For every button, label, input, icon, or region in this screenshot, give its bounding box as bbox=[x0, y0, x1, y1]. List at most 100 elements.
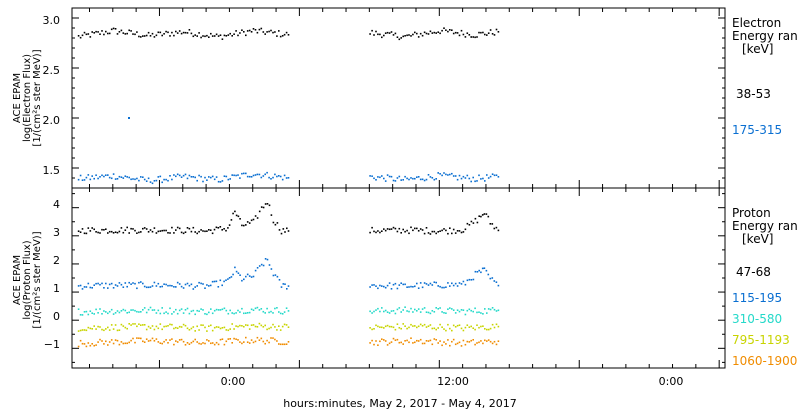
data-point bbox=[404, 35, 406, 37]
data-point bbox=[439, 285, 441, 288]
data-point bbox=[124, 33, 127, 35]
data-point bbox=[149, 286, 152, 288]
data-point bbox=[229, 338, 231, 340]
data-point bbox=[474, 217, 477, 220]
data-point bbox=[147, 177, 150, 180]
data-point bbox=[437, 308, 439, 310]
data-point bbox=[188, 284, 191, 287]
data-point bbox=[464, 283, 467, 286]
data-point bbox=[462, 339, 465, 342]
data-point bbox=[470, 325, 472, 328]
data-point bbox=[194, 176, 196, 179]
data-point bbox=[449, 307, 451, 309]
data-point bbox=[410, 307, 412, 310]
data-point bbox=[138, 337, 140, 339]
data-point bbox=[93, 228, 95, 231]
data-point bbox=[386, 284, 389, 287]
top-ylabel-line: ACE EPAM bbox=[12, 73, 23, 123]
data-point bbox=[254, 215, 257, 217]
data-point bbox=[381, 338, 383, 340]
data-point bbox=[192, 340, 195, 343]
data-point bbox=[278, 325, 280, 327]
data-point bbox=[186, 327, 189, 330]
data-point bbox=[128, 232, 130, 234]
data-point bbox=[225, 175, 228, 178]
data-point bbox=[487, 328, 490, 331]
data-point bbox=[118, 311, 121, 314]
data-point bbox=[421, 325, 424, 327]
data-point bbox=[429, 30, 432, 33]
data-point bbox=[132, 309, 134, 311]
data-point bbox=[167, 342, 169, 344]
data-point bbox=[480, 340, 482, 342]
data-point bbox=[396, 308, 399, 311]
data-point bbox=[260, 324, 263, 327]
data-point bbox=[429, 176, 432, 178]
series-38-53 bbox=[77, 27, 500, 41]
data-point bbox=[124, 342, 127, 345]
data-point bbox=[184, 173, 187, 176]
data-point bbox=[260, 176, 263, 179]
data-point bbox=[116, 178, 119, 180]
series-175-315 bbox=[77, 117, 500, 185]
data-point bbox=[108, 230, 111, 233]
data-point bbox=[136, 177, 138, 180]
data-point bbox=[208, 325, 210, 327]
data-point bbox=[279, 343, 282, 346]
data-point bbox=[122, 325, 125, 327]
data-point bbox=[155, 325, 158, 328]
data-point bbox=[392, 326, 395, 329]
data-point bbox=[89, 36, 92, 38]
data-point bbox=[229, 309, 231, 312]
data-point bbox=[225, 309, 228, 312]
data-point bbox=[285, 177, 288, 179]
data-point bbox=[103, 343, 105, 345]
data-point bbox=[178, 283, 181, 285]
data-point bbox=[400, 341, 402, 344]
data-point bbox=[447, 30, 449, 33]
data-point bbox=[266, 31, 268, 33]
data-point bbox=[151, 325, 154, 327]
data-point bbox=[147, 286, 150, 289]
data-point bbox=[256, 267, 259, 269]
data-point bbox=[388, 32, 391, 34]
data-point bbox=[278, 30, 280, 32]
data-point bbox=[480, 325, 482, 328]
data-point bbox=[184, 344, 187, 346]
data-point bbox=[252, 174, 255, 177]
data-point bbox=[163, 340, 165, 343]
data-point bbox=[462, 175, 465, 178]
data-point bbox=[408, 232, 410, 235]
data-point bbox=[274, 307, 276, 310]
data-point bbox=[272, 274, 275, 277]
data-point bbox=[400, 311, 402, 313]
data-point bbox=[83, 329, 86, 331]
data-point bbox=[254, 269, 257, 272]
data-point bbox=[118, 282, 121, 284]
data-point bbox=[410, 177, 412, 179]
data-point bbox=[122, 231, 125, 234]
data-point bbox=[227, 329, 230, 332]
bottom-ylabel-line: ACE EPAM bbox=[12, 255, 23, 305]
data-point bbox=[97, 312, 99, 314]
data-point bbox=[153, 340, 156, 342]
data-point bbox=[487, 308, 490, 310]
data-point bbox=[489, 327, 492, 330]
data-point bbox=[97, 282, 99, 285]
data-point bbox=[375, 30, 377, 33]
data-point bbox=[204, 176, 206, 179]
data-point bbox=[229, 178, 231, 180]
data-point bbox=[134, 323, 136, 325]
data-point bbox=[178, 339, 181, 341]
data-point bbox=[79, 329, 82, 332]
data-point bbox=[200, 282, 202, 285]
data-point bbox=[462, 33, 465, 36]
data-point bbox=[373, 34, 375, 36]
data-point bbox=[206, 330, 208, 332]
data-point bbox=[452, 284, 455, 287]
data-point bbox=[441, 174, 443, 177]
data-point bbox=[77, 308, 80, 310]
data-point bbox=[260, 308, 263, 310]
data-point bbox=[211, 329, 214, 332]
data-point bbox=[414, 325, 416, 327]
